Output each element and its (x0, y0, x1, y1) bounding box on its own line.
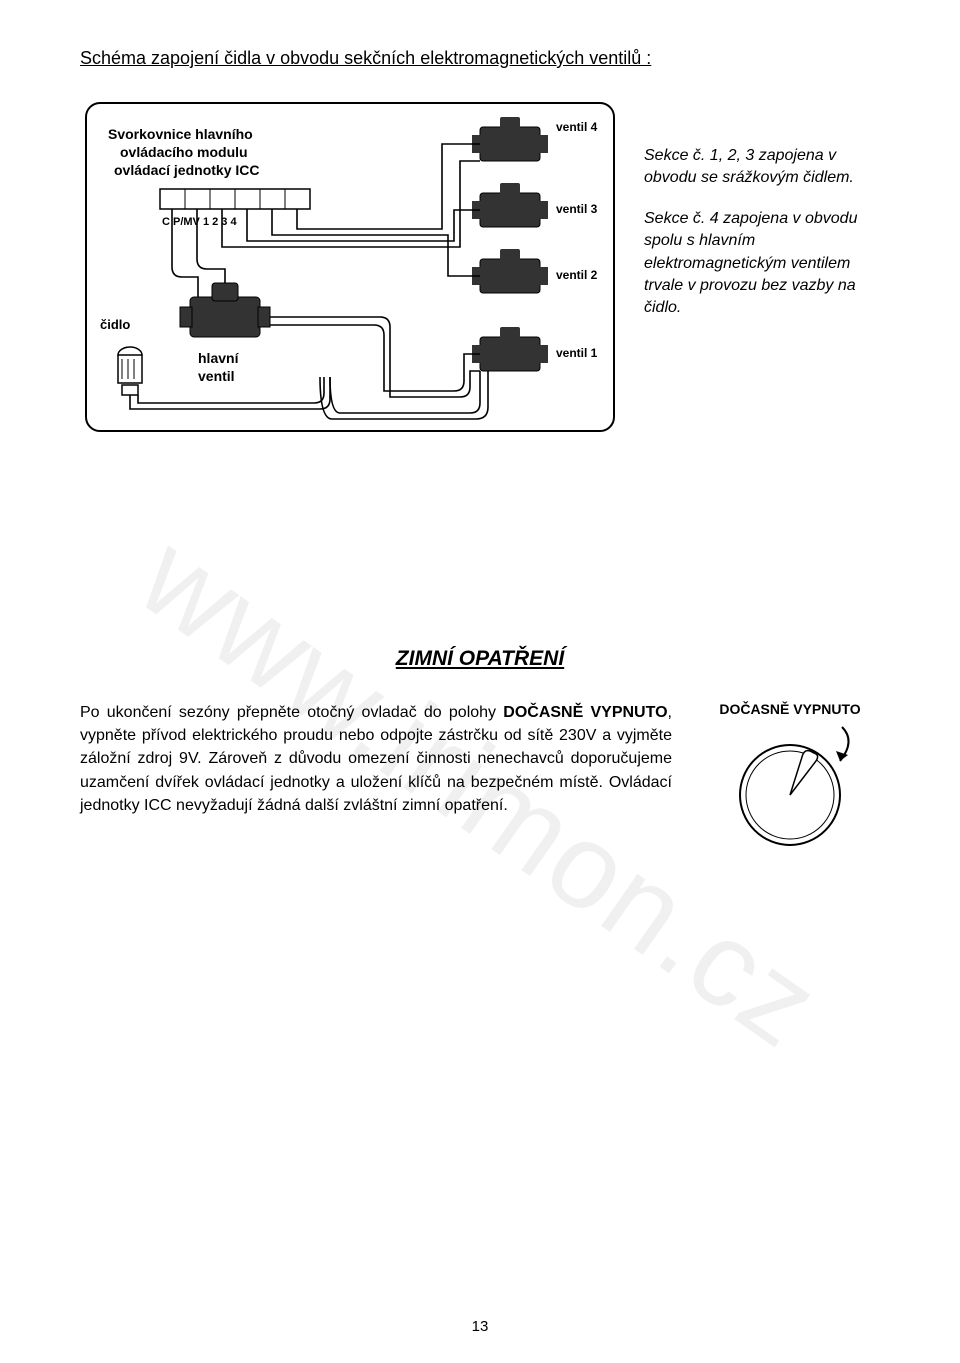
page-title: Schéma zapojení čidla v obvodu sekčních … (80, 48, 880, 69)
main-valve-label-2: ventil (198, 368, 235, 384)
wiring-diagram: Svorkovnice hlavního ovládacího modulu o… (80, 97, 620, 437)
side-note-2: Sekce č. 4 zapojena v obvodu spolu s hla… (644, 208, 880, 320)
diagram-row: Svorkovnice hlavního ovládacího modulu o… (80, 97, 880, 437)
terminal-label-2: ovládacího modulu (120, 144, 248, 160)
body-text-a: Po ukončení sezóny přepněte otočný ovlad… (80, 704, 503, 721)
valve-2-icon (472, 249, 548, 293)
terminal-label-3: ovládací jednotky ICC (114, 162, 259, 178)
body-row: Po ukončení sezóny přepněte otočný ovlad… (80, 701, 880, 856)
page-number: 13 (0, 1318, 960, 1335)
side-notes: Sekce č. 1, 2, 3 zapojena v obvodu se sr… (644, 97, 880, 338)
body-text-bold: DOČASNĚ VYPNUTO (503, 704, 667, 721)
valve3-label: ventil 3 (556, 202, 598, 216)
valve-4-icon (472, 117, 548, 161)
terminal-label-1: Svorkovnice hlavního (108, 126, 253, 142)
terminals-row: C P/MV 1 2 3 4 (162, 216, 237, 228)
valve2-label: ventil 2 (556, 268, 598, 282)
sensor-label: čidlo (100, 317, 130, 332)
valve-1-icon (472, 327, 548, 371)
sensor-icon (118, 347, 142, 395)
dial-column: DOČASNĚ VYPNUTO (700, 701, 880, 856)
valve4-label: ventil 4 (556, 120, 598, 134)
main-valve-icon (180, 283, 270, 337)
valve-3-icon (472, 183, 548, 227)
section-heading: ZIMNÍ OPATŘENÍ (80, 647, 880, 671)
body-paragraph: Po ukončení sezóny přepněte otočný ovlad… (80, 701, 672, 817)
dial-label: DOČASNĚ VYPNUTO (700, 701, 880, 717)
wiring (130, 144, 488, 419)
valve1-label: ventil 1 (556, 346, 598, 360)
dial-icon (720, 721, 860, 851)
main-valve-label-1: hlavní (198, 350, 240, 366)
side-note-1: Sekce č. 1, 2, 3 zapojena v obvodu se sr… (644, 145, 880, 190)
